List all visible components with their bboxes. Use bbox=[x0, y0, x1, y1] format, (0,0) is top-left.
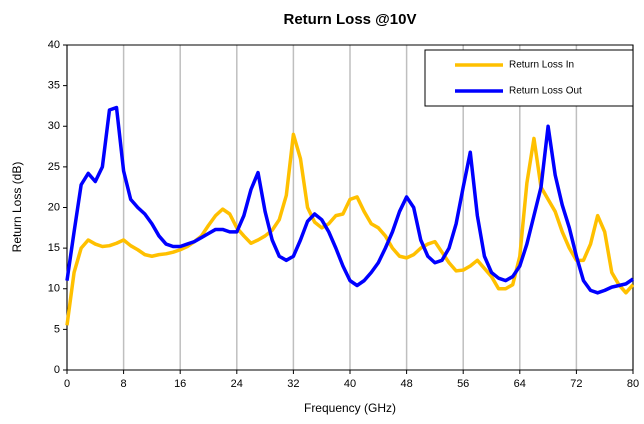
y-tick-label: 0 bbox=[54, 364, 60, 376]
y-tick-label: 40 bbox=[48, 39, 60, 51]
x-tick-label: 32 bbox=[287, 378, 299, 390]
x-tick-label: 16 bbox=[174, 378, 186, 390]
x-axis-label: Frequency (GHz) bbox=[304, 401, 396, 415]
series-line bbox=[65, 132, 635, 326]
chart-title: Return Loss @10V bbox=[284, 11, 417, 28]
y-tick-label: 30 bbox=[48, 120, 60, 132]
x-tick-label: 56 bbox=[457, 378, 469, 390]
legend-label: Return Loss In bbox=[509, 60, 574, 71]
y-tick-label: 10 bbox=[48, 283, 60, 295]
x-tick-label: 72 bbox=[570, 378, 582, 390]
plot-frame bbox=[66, 44, 634, 371]
x-tick-label: 80 bbox=[627, 378, 639, 390]
x-tick-label: 48 bbox=[400, 378, 412, 390]
y-tick-label: 35 bbox=[48, 80, 60, 92]
legend-box bbox=[424, 49, 634, 107]
x-tick-label: 64 bbox=[514, 378, 526, 390]
legend-label: Return Loss Out bbox=[509, 86, 582, 97]
y-tick-label: 25 bbox=[48, 161, 60, 173]
y-tick-label: 5 bbox=[54, 323, 60, 335]
x-tick-label: 40 bbox=[344, 378, 356, 390]
y-axis-label: Return Loss (dB) bbox=[10, 162, 24, 253]
x-tick-label: 24 bbox=[231, 378, 243, 390]
x-tick-label: 0 bbox=[64, 378, 70, 390]
series-line bbox=[65, 105, 634, 295]
y-tick-label: 15 bbox=[48, 242, 60, 254]
y-tick-label: 20 bbox=[48, 201, 60, 213]
x-tick-label: 8 bbox=[121, 378, 127, 390]
